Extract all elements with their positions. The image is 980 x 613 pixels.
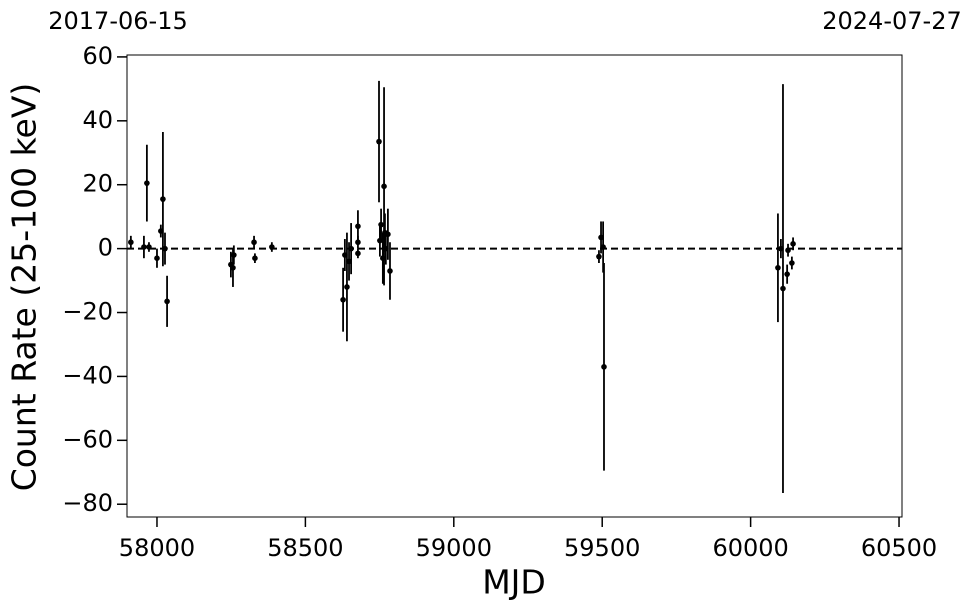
data-point — [596, 253, 602, 260]
y-axis-label: Count Rate (25-100 keV) — [5, 83, 44, 492]
x-axis-label: MJD — [482, 563, 546, 602]
data-point — [230, 264, 236, 271]
data-point — [144, 180, 150, 186]
data-point — [355, 239, 361, 246]
data-point — [162, 245, 168, 252]
data-point — [387, 268, 393, 274]
data-point — [154, 255, 160, 262]
data-point — [344, 284, 350, 290]
x-tick-label: 60500 — [861, 534, 937, 562]
x-tick-label: 59000 — [416, 534, 492, 562]
data-point — [790, 241, 796, 247]
y-tick-label: 40 — [82, 106, 113, 134]
data-point — [355, 223, 361, 230]
data-point — [340, 296, 346, 303]
y-tick-label: −80 — [62, 489, 113, 517]
x-tick-label: 58000 — [119, 534, 195, 562]
y-tick-label: 0 — [98, 234, 113, 262]
y-tick-label: −20 — [62, 298, 113, 326]
data-point — [789, 260, 795, 266]
data-point — [160, 196, 166, 202]
data-point — [600, 244, 606, 250]
data-point — [381, 183, 387, 190]
y-tick-label: −60 — [62, 425, 113, 453]
data-point — [378, 221, 384, 228]
data-point — [385, 231, 391, 238]
data-point — [780, 285, 786, 292]
data-point — [252, 255, 258, 262]
top-left-label: 2017-06-15 — [48, 7, 187, 35]
data-point — [784, 271, 790, 277]
top-right-label: 2024-07-27 — [822, 7, 961, 35]
y-tick-label: 20 — [82, 170, 113, 198]
data-point — [231, 252, 237, 258]
plot-frame — [126, 54, 903, 518]
data-point — [164, 298, 170, 305]
data-point — [355, 250, 361, 257]
data-point — [128, 239, 134, 246]
data-point — [601, 364, 607, 370]
data-point — [269, 244, 275, 250]
x-tick-label: 60000 — [712, 534, 788, 562]
data-point — [376, 138, 382, 145]
data-point — [141, 244, 147, 250]
data-point — [785, 247, 791, 254]
x-tick-label: 59500 — [564, 534, 640, 562]
x-tick-label: 58500 — [267, 534, 343, 562]
data-point — [348, 245, 354, 252]
y-tick-label: −40 — [62, 361, 113, 389]
data-point — [146, 244, 152, 250]
data-point — [251, 239, 257, 246]
y-tick-label: 60 — [82, 42, 113, 70]
data-point — [775, 264, 781, 271]
